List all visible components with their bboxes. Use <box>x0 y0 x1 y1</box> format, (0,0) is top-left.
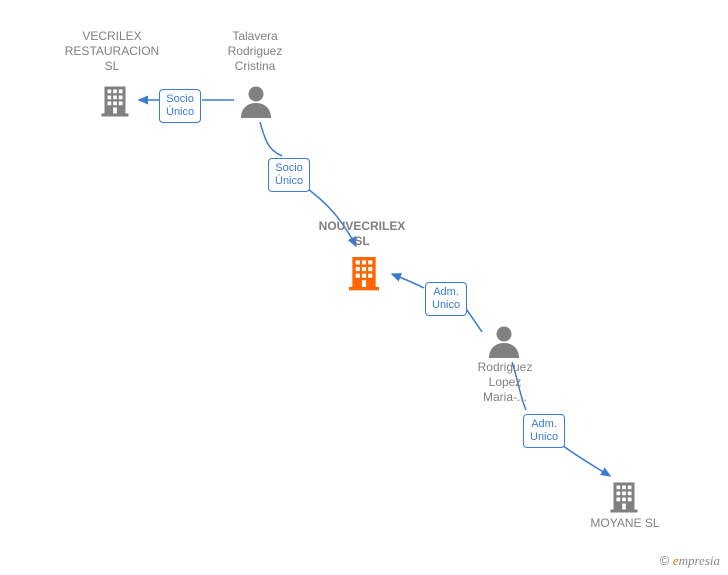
edge-label-adm-unico-1: Adm. Unico <box>425 282 467 316</box>
node-label-talavera: Talavera Rodriguez Cristina <box>200 29 310 74</box>
node-label-moyane: MOYANE SL <box>570 516 680 531</box>
node-label-nouvecrilex: NOUVECRILEX SL <box>302 219 422 249</box>
node-label-vecrilex: VECRILEX RESTAURACION SL <box>52 29 172 74</box>
building-focal-icon <box>344 252 384 297</box>
copyright-symbol: © <box>660 553 670 568</box>
watermark: © empresia <box>660 553 720 569</box>
person-icon <box>238 82 274 123</box>
person-icon <box>486 322 522 363</box>
watermark-rest: mpresia <box>679 553 720 568</box>
edge-label-adm-unico-2: Adm. Unico <box>523 414 565 448</box>
building-icon <box>97 82 133 123</box>
node-label-rodriguez: Rodriguez Lopez Maria-... <box>450 360 560 405</box>
edge-label-socio-unico-2: Socio Único <box>268 158 310 192</box>
edge-label-socio-unico-1: Socio Único <box>159 89 201 123</box>
building-icon <box>606 478 642 519</box>
